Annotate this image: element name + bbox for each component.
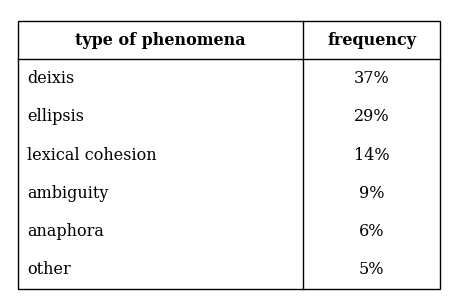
Text: 9%: 9% xyxy=(359,185,385,202)
Text: 29%: 29% xyxy=(354,108,390,125)
Text: 14%: 14% xyxy=(354,147,390,164)
Text: anaphora: anaphora xyxy=(27,223,104,240)
Text: frequency: frequency xyxy=(327,32,416,49)
Text: ellipsis: ellipsis xyxy=(27,108,84,125)
Text: lexical cohesion: lexical cohesion xyxy=(27,147,157,164)
Bar xyxy=(18,21,440,289)
Text: other: other xyxy=(27,261,71,278)
Text: type of phenomena: type of phenomena xyxy=(75,32,246,49)
Text: 37%: 37% xyxy=(354,70,390,87)
Text: 5%: 5% xyxy=(359,261,385,278)
Text: deixis: deixis xyxy=(27,70,74,87)
Text: 6%: 6% xyxy=(359,223,385,240)
Text: ambiguity: ambiguity xyxy=(27,185,109,202)
